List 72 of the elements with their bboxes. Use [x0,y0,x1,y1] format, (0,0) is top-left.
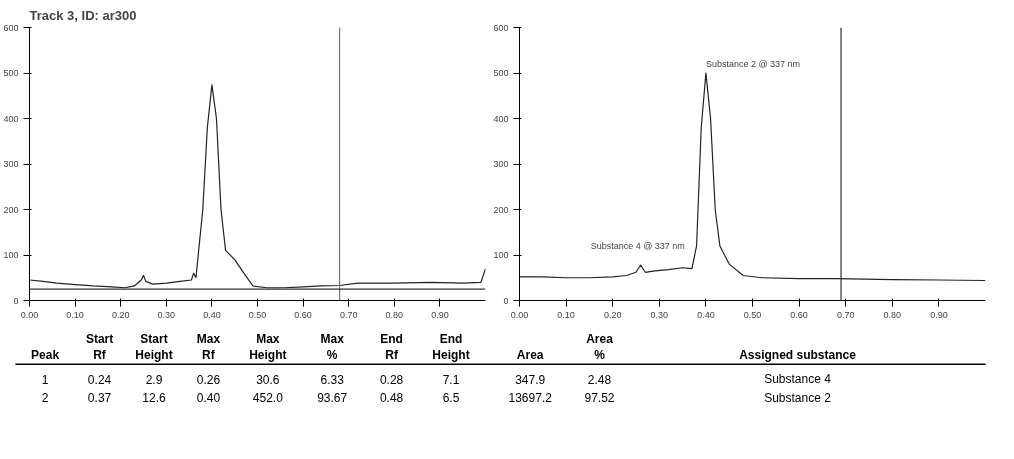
y-tick-label: 0 [13,295,19,306]
x-tick-label: 0.50 [743,309,762,320]
text: 2 [41,391,49,405]
category-label: Area % [586,331,614,363]
text: Substance 2 [764,390,832,405]
x-tick-label: 0.70 [836,309,855,320]
annotation: Substance 4 @ 337 nm [590,241,685,252]
line-series [29,84,486,289]
y-tick-label: 500 [3,68,19,78]
text: 0.48 [379,391,404,405]
annotation: Substance 2 @ 337 nm [705,59,801,69]
text: 452.0 [252,391,284,405]
text: 347.9 [515,372,546,387]
category-label: Peak [31,348,60,363]
text: 0.28 [379,372,404,387]
y-tick-label: 100 [493,250,509,260]
text: 12.6 [142,391,166,405]
y-tick-label: 600 [493,22,509,33]
category-label: Area [516,348,544,363]
category-label: Start Rf [85,331,114,363]
text: 30.6 [256,372,280,387]
x-tick-label: 0.40 [697,309,715,320]
y-tick-label: 200 [3,204,19,215]
text: 6.33 [320,372,345,387]
x-tick-label: 0.00 [20,309,39,320]
x-tick-label: 0.10 [66,309,84,320]
x-tick-label: 0.70 [339,309,358,320]
category-label: Max Height [249,331,287,363]
x-tick-label: 0.30 [650,309,669,320]
x-tick-label: 0.90 [930,309,948,320]
text: 1 [41,372,49,387]
x-tick-label: 0.60 [790,309,808,320]
y-tick-label: 400 [493,113,509,124]
line-series [519,72,986,282]
y-tick-label: 400 [3,113,19,124]
text: Substance 4 [764,372,832,387]
x-tick-label: 0.20 [603,309,622,320]
text: 6.5 [442,391,460,405]
category-label: Max Rf [196,331,221,363]
text: 2.48 [587,372,612,387]
y-tick-label: 200 [493,204,509,215]
y-tick-label: 100 [3,250,19,260]
y-tick-label: 600 [3,22,19,33]
x-tick-label: 0.60 [294,309,312,320]
text: 7.1 [442,372,460,387]
category-label: Start Height [135,331,173,363]
x-tick-label: 0.20 [111,309,130,320]
x-tick-label: 0.40 [203,309,221,320]
text: 2.9 [145,372,163,387]
x-tick-label: 0.30 [157,309,176,320]
chart-title: Track 3, ID: ar300 [29,7,137,23]
x-tick-label: 0.00 [510,309,529,320]
category-label: End Height [432,331,470,363]
category-label: Assigned substance [739,348,857,363]
x-tick-label: 0.10 [557,309,575,320]
text: 0.26 [196,372,221,387]
y-tick-label: 300 [493,159,509,169]
y-tick-label: 500 [493,68,509,78]
category-label: Max % [320,331,345,363]
x-tick-label: 0.50 [248,309,267,320]
x-tick-label: 0.80 [385,309,404,320]
text: 93.67 [317,391,348,405]
x-tick-label: 0.80 [883,309,902,320]
y-tick-label: 0 [503,295,509,306]
text: 0.24 [87,372,112,387]
category-label: End Rf [380,331,403,363]
text: 13697.2 [508,391,553,405]
y-tick-label: 300 [3,159,19,169]
text: 97.52 [584,391,615,405]
text: 0.40 [196,391,221,405]
x-tick-label: 0.90 [431,309,449,320]
text: 0.37 [87,391,112,405]
